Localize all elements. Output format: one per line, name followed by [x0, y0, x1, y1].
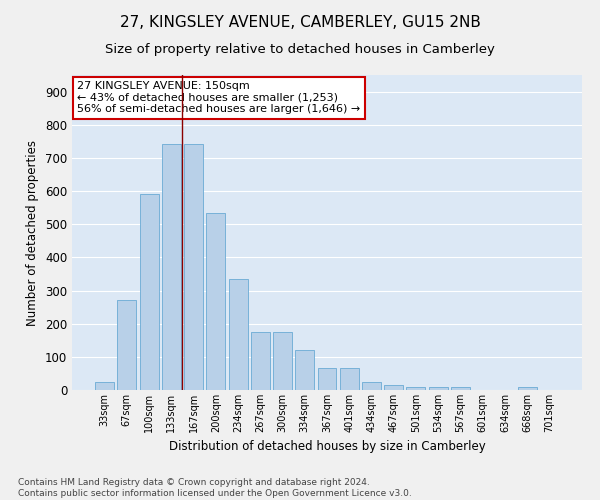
Bar — [362, 382, 381, 390]
X-axis label: Distribution of detached houses by size in Camberley: Distribution of detached houses by size … — [169, 440, 485, 454]
Bar — [429, 386, 448, 390]
Bar — [317, 368, 337, 390]
Bar — [406, 386, 425, 390]
Bar — [518, 386, 536, 390]
Bar — [162, 144, 181, 390]
Bar — [206, 212, 225, 390]
Bar — [273, 332, 292, 390]
Text: 27 KINGSLEY AVENUE: 150sqm
← 43% of detached houses are smaller (1,253)
56% of s: 27 KINGSLEY AVENUE: 150sqm ← 43% of deta… — [77, 82, 361, 114]
Bar — [95, 382, 114, 390]
Y-axis label: Number of detached properties: Number of detached properties — [26, 140, 40, 326]
Text: Contains HM Land Registry data © Crown copyright and database right 2024.
Contai: Contains HM Land Registry data © Crown c… — [18, 478, 412, 498]
Bar — [184, 144, 203, 390]
Text: 27, KINGSLEY AVENUE, CAMBERLEY, GU15 2NB: 27, KINGSLEY AVENUE, CAMBERLEY, GU15 2NB — [119, 15, 481, 30]
Bar — [295, 350, 314, 390]
Bar — [251, 332, 270, 390]
Bar — [451, 386, 470, 390]
Bar — [340, 368, 359, 390]
Bar — [384, 385, 403, 390]
Text: Size of property relative to detached houses in Camberley: Size of property relative to detached ho… — [105, 42, 495, 56]
Bar — [118, 300, 136, 390]
Bar — [229, 279, 248, 390]
Bar — [140, 194, 158, 390]
